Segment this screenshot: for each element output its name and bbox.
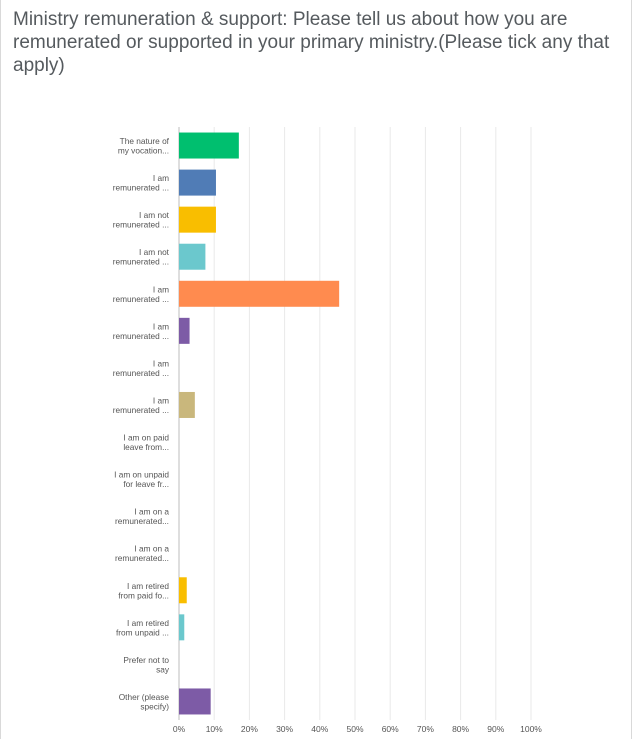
bar-16[interactable] (179, 688, 211, 715)
bar-5[interactable] (179, 280, 340, 307)
bar-8[interactable] (179, 391, 195, 418)
x-tick-label: 20% (241, 724, 258, 734)
x-tick-label: 0% (173, 724, 186, 734)
y-tick-label: I am on paid leave from... (123, 433, 169, 453)
x-tick-label: 30% (276, 724, 293, 734)
x-tick-label: 80% (452, 724, 469, 734)
x-tick-label: 90% (487, 724, 504, 734)
bar-4[interactable] (179, 243, 206, 270)
bar-14[interactable] (179, 614, 185, 641)
y-tick-label: I am on a remunerated... (115, 507, 169, 527)
bar-1[interactable] (179, 132, 239, 159)
x-tick-label: 50% (346, 724, 363, 734)
y-tick-label: I am remunerated ... (113, 284, 169, 304)
y-tick-label: I am remunerated ... (113, 395, 169, 415)
y-tick-label: I am on a remunerated... (115, 544, 169, 564)
chart-bars (179, 132, 340, 715)
y-tick-label: The nature of my vocation... (118, 136, 170, 156)
y-tick-label: I am not remunerated ... (113, 210, 170, 230)
x-tick-label: 40% (311, 724, 328, 734)
x-tick-label: 60% (382, 724, 399, 734)
y-tick-label: Prefer not to say (123, 655, 170, 675)
y-tick-label: I am retired from unpaid ... (116, 618, 169, 638)
x-axis-labels: 0% 10% 20% 30% 40% 50% 60% 70% 80% 90% 100% (173, 724, 542, 734)
y-tick-label: I am remunerated ... (113, 321, 169, 341)
question-title: Ministry remuneration & support: Please … (13, 9, 610, 76)
bar-6[interactable] (179, 317, 190, 344)
chart-grid (178, 127, 532, 720)
y-tick-label: I am remunerated ... (113, 173, 169, 193)
y-tick-label: Other (please specify) (119, 692, 170, 712)
y-tick-label: I am retired from paid fo... (118, 581, 169, 601)
y-tick-label: I am remunerated ... (113, 358, 169, 378)
x-tick-label: 70% (417, 724, 434, 734)
y-tick-label: I am not remunerated ... (113, 247, 170, 267)
bar-3[interactable] (179, 206, 216, 233)
bar-13[interactable] (179, 577, 187, 604)
x-tick-label: 10% (206, 724, 223, 734)
y-tick-label: I am on unpaid for leave fr... (114, 470, 169, 490)
bar-2[interactable] (179, 169, 216, 196)
y-axis-labels: The nature of my vocation... I am remunerat… (113, 136, 170, 711)
x-tick-label: 100% (520, 724, 542, 734)
